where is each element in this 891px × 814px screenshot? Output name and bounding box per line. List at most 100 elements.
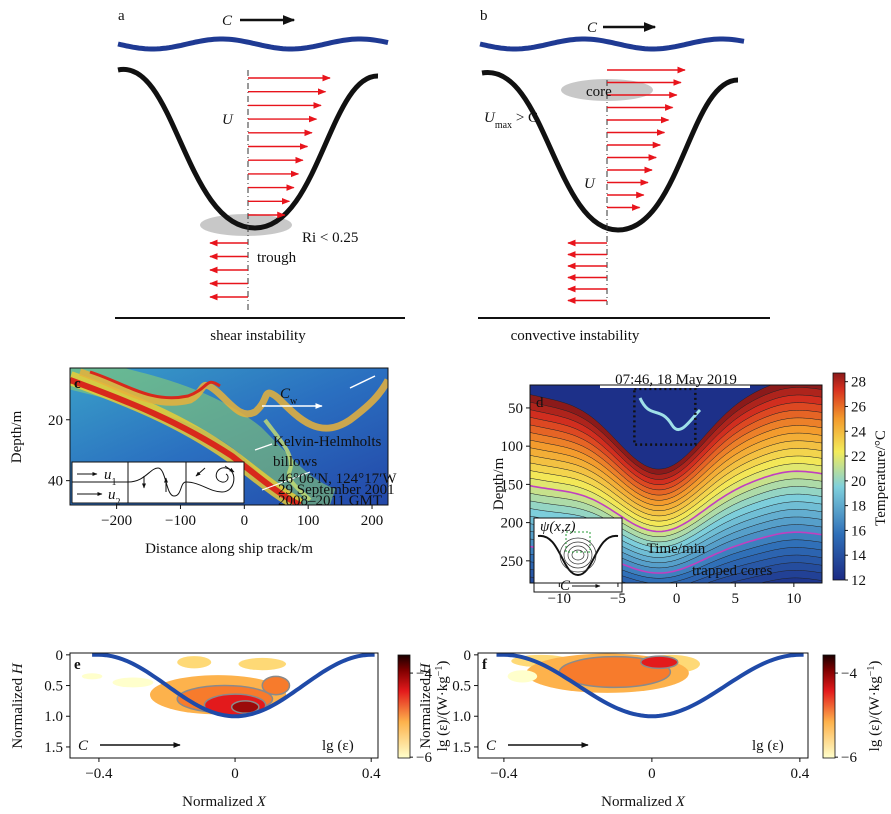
y-tick-label: 100 — [501, 439, 524, 455]
x-tick-label: −0.4 — [85, 766, 113, 782]
streamline — [567, 545, 589, 565]
scatter-layer — [78, 368, 388, 432]
isotherm — [530, 410, 822, 491]
wave-speed-part: C — [280, 386, 291, 402]
dissipation-map — [496, 653, 804, 719]
panel-label: e — [74, 657, 81, 673]
annotation: trapped cores — [692, 563, 773, 579]
variable-label: lg (ε) — [322, 738, 354, 754]
colorbar-tick-label: −4 — [841, 666, 857, 682]
x-tick-label: −200 — [101, 513, 132, 529]
x-tick-label: 0.4 — [362, 766, 381, 782]
wave-speed-part: C — [222, 13, 233, 29]
inset-isopycnal — [537, 534, 619, 577]
core-box — [633, 387, 697, 446]
variable-label-part: lg (ε) — [752, 738, 784, 754]
y-tick-label: 250 — [501, 554, 524, 570]
dissipation-patch — [507, 670, 538, 683]
isopycnal — [117, 67, 379, 231]
panel-label: a — [118, 8, 125, 24]
x-tick-label: −5 — [610, 591, 626, 607]
panel-label: b — [480, 8, 488, 24]
y-tick-label: 50 — [508, 401, 523, 417]
temperature-band — [530, 410, 822, 496]
temperature-band — [530, 494, 822, 553]
stream-function: ψ(x,z) — [540, 519, 576, 535]
max-velocity-part: > C — [512, 110, 538, 126]
temperature-band — [530, 478, 822, 542]
colorbar-tick-label: 14 — [851, 548, 867, 564]
x-tick-label: 0 — [673, 591, 681, 607]
y-axis-label: Depth/m — [9, 410, 25, 463]
x-tick-label: 0 — [231, 766, 239, 782]
dissipation-map — [81, 653, 375, 719]
y-tick-label: 40 — [48, 474, 63, 490]
upper-layer: u1 — [104, 467, 117, 488]
isopycnal — [92, 653, 375, 719]
x-axis-label-part: X — [675, 794, 686, 810]
y-axis-label: Normalized H — [10, 662, 26, 749]
wave-speed-part: w — [290, 396, 298, 407]
velocity-label-part: U — [584, 176, 596, 192]
x-axis-label: Time/min — [647, 541, 706, 557]
temperature-band — [530, 517, 822, 568]
dissipation-patch — [81, 673, 103, 680]
temperature-section — [530, 385, 822, 583]
isotherm — [530, 478, 822, 537]
temperature-band — [530, 417, 822, 501]
y-axis-label-part: H — [10, 662, 26, 675]
annotation: Kelvin-Helmholts — [273, 434, 381, 450]
isotherm — [759, 577, 822, 583]
x-axis-label-part: Normalized — [182, 794, 257, 810]
isotherm — [530, 470, 822, 533]
panel-f: −0.4 0 0.400.51.01.5fC lg (ε)−4−6Normalized… — [418, 648, 883, 810]
velocity-label-part: U — [222, 112, 234, 128]
y-axis-label-part: Normalized — [418, 674, 434, 749]
colorbar-tick-label: 18 — [851, 499, 866, 515]
isotherm — [530, 385, 773, 470]
temperature-band — [530, 402, 822, 490]
velocity-label: U — [222, 112, 234, 128]
flow-arrow — [195, 467, 206, 477]
isotherm — [530, 425, 822, 501]
temperature-band — [530, 555, 822, 583]
colorbar-tick-label: 16 — [851, 523, 867, 539]
colorbar-label-part: −1 — [434, 666, 445, 677]
temperature-band — [530, 425, 822, 506]
colorbar-tick-label: 24 — [851, 424, 867, 440]
x-tick-label: −100 — [165, 513, 196, 529]
x-axis-label: Normalized X — [601, 794, 686, 810]
y-tick-label: 20 — [48, 413, 63, 429]
dissipation-patch — [177, 656, 212, 669]
wave-speed: C — [486, 738, 497, 754]
streamline — [571, 549, 585, 561]
y-tick-label: 1.0 — [452, 709, 471, 725]
isotherm — [530, 440, 822, 511]
title-box — [600, 368, 750, 388]
max-velocity-part: max — [495, 120, 512, 131]
isotherm — [530, 394, 822, 480]
max-velocity-part: U — [484, 110, 496, 126]
temperature-band — [530, 433, 822, 511]
colorbar-tick-label: −4 — [416, 666, 432, 682]
wave-speed: C — [222, 13, 233, 29]
caption: shear instability — [210, 328, 306, 344]
y-tick-label: 200 — [501, 516, 524, 532]
x-axis-label-part: X — [256, 794, 267, 810]
colorbar-tick-label: −6 — [841, 750, 857, 766]
billow — [263, 418, 312, 502]
y-tick-label: 0 — [464, 648, 472, 664]
wave-speed-part: C — [78, 738, 89, 754]
colorbar-tick-label: 28 — [851, 375, 866, 391]
panel-e: −0.4 0 0.400.51.01.5eC lg (ε)−4−6Normalized… — [10, 648, 451, 810]
variable-label: lg (ε) — [752, 738, 784, 754]
annotation: billows — [273, 454, 317, 470]
colorbar — [822, 654, 836, 759]
temperature-band — [530, 440, 822, 516]
dissipation-patch — [640, 655, 679, 670]
colorbar-tick-label: 26 — [851, 399, 867, 415]
lower-layer-part: u — [108, 487, 116, 503]
isotherm — [530, 432, 822, 506]
